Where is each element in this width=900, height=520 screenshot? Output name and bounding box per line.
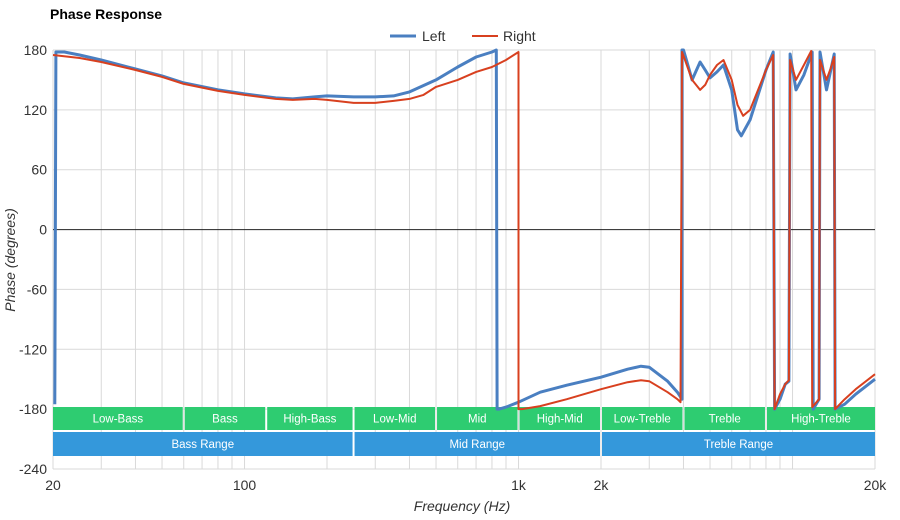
band-treble-range (602, 432, 875, 456)
legend: Left Right (390, 28, 536, 44)
band-high-treble (766, 407, 875, 430)
frequency-bands: Low-Bass Bass High-Bass Low-Mid Mid High-Mid L… (53, 407, 875, 456)
y-axis-label: Phase (degrees) (2, 208, 18, 312)
y-axis: 180 120 60 0 -60 -120 -180 -240 (19, 42, 47, 477)
band-label: Low-Bass (93, 414, 144, 426)
band-label: High-Bass (283, 414, 336, 426)
series-lines (52, 48, 876, 411)
band-low-treble (602, 407, 683, 430)
band-label: Low-Treble (614, 414, 671, 426)
y-tick-label: 60 (31, 162, 47, 178)
band-label: Mid Range (449, 439, 505, 451)
band-label: Bass (212, 414, 238, 426)
band-bass (184, 407, 266, 430)
y-tick-label: 0 (39, 222, 47, 238)
x-axis: 20 100 1k 2k 20k (45, 477, 887, 493)
band-treble (684, 407, 765, 430)
band-label: Mid (468, 414, 487, 426)
y-tick-label: -60 (27, 281, 47, 297)
legend-label-left[interactable]: Left (422, 28, 445, 44)
band-label: High-Mid (537, 414, 583, 426)
x-tick-label: 20k (864, 477, 888, 493)
series-line-left (53, 48, 876, 411)
y-tick-label: 180 (24, 42, 48, 58)
band-bass-range (53, 432, 353, 456)
band-label: Treble (709, 414, 741, 426)
band-low-mid (354, 407, 436, 430)
legend-label-right[interactable]: Right (503, 28, 536, 44)
y-tick-label: -120 (19, 341, 47, 357)
band-low-bass (53, 407, 183, 430)
band-high-mid (519, 407, 600, 430)
band-mid-range (354, 432, 600, 456)
series-line-right (52, 50, 876, 411)
x-axis-label: Frequency (Hz) (414, 498, 510, 514)
x-tick-label: 20 (45, 477, 61, 493)
band-label: Treble Range (704, 439, 773, 451)
y-tick-label: -180 (19, 401, 47, 417)
y-tick-label: -240 (19, 461, 47, 477)
band-mid (437, 407, 518, 430)
y-tick-label: 120 (24, 102, 48, 118)
band-label: Low-Mid (373, 414, 416, 426)
band-high-bass (267, 407, 353, 430)
band-label: Bass Range (171, 439, 234, 451)
x-tick-label: 2k (594, 477, 610, 493)
band-label: High-Treble (791, 414, 851, 426)
x-tick-label: 1k (511, 477, 527, 493)
chart-title: Phase Response (50, 6, 162, 22)
x-tick-label: 100 (233, 477, 257, 493)
